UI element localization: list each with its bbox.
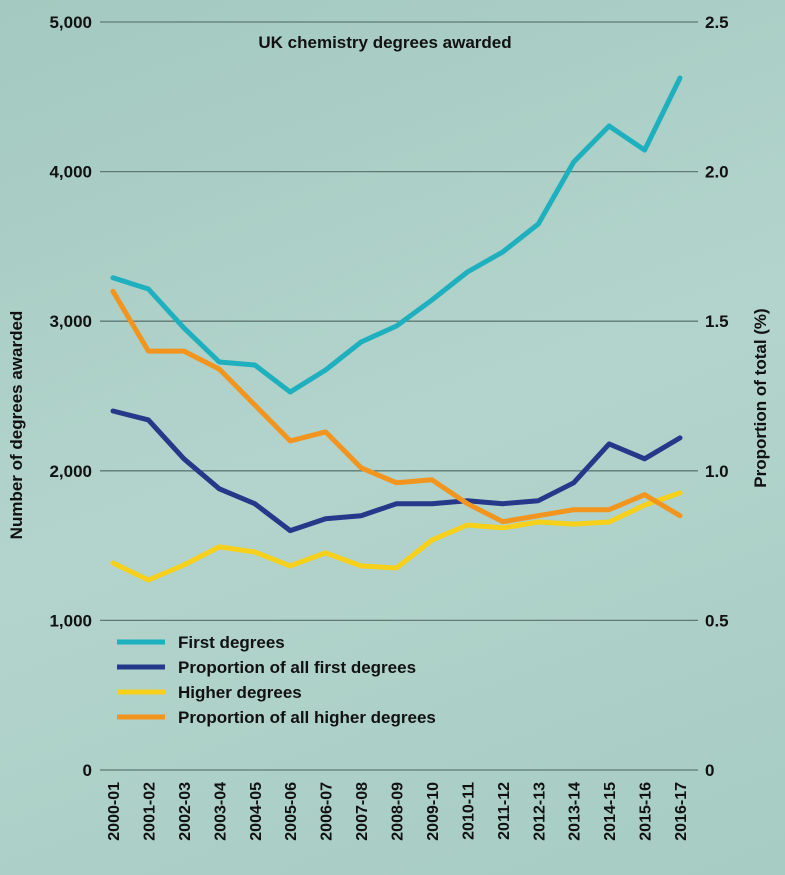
x-tick-label: 2012-13 [531,782,548,841]
x-tick-label: 2005-06 [283,782,300,841]
y2-axis-label: Proportion of total (%) [751,308,770,487]
legend-label: Proportion of all higher degrees [178,708,436,727]
y2-tick-label: 2.5 [705,13,729,32]
y-axis-label: Number of degrees awarded [7,311,26,540]
chart-title: UK chemistry degrees awarded [258,33,511,52]
x-tick-label: 2001-02 [141,782,158,841]
y2-tick-label: 1.5 [705,312,729,331]
x-tick-label: 2004-05 [248,782,265,841]
x-tick-label: 2008-09 [390,782,407,841]
x-tick-label: 2011-12 [496,782,513,840]
x-tick-label: 2007-08 [354,782,371,841]
y-tick-label: 5,000 [49,13,92,32]
y-tick-label: 4,000 [49,163,92,182]
legend-label: Proportion of all first degrees [178,658,416,677]
y-tick-label: 0 [83,761,92,780]
series-line-2 [110,490,683,583]
x-tick-label: 2006-07 [319,782,336,841]
y-tick-label: 1,000 [49,611,92,630]
x-tick-label: 2003-04 [212,782,229,841]
y-tick-label: 2,000 [49,462,92,481]
x-tick-label: 2013-14 [567,782,584,841]
x-tick-label: 2016-17 [673,782,690,841]
x-tick-label: 2014-15 [602,782,619,841]
series-line-3 [110,288,683,525]
x-tick-label: 2000-01 [106,782,123,841]
y-tick-label: 3,000 [49,312,92,331]
legend-label: Higher degrees [178,683,302,702]
y2-tick-label: 0.5 [705,611,729,630]
legend-label: First degrees [178,633,285,652]
y2-tick-label: 2.0 [705,163,729,182]
y2-tick-label: 1.0 [705,462,729,481]
x-tick-label: 2002-03 [177,782,194,841]
series-line-0 [110,75,683,395]
x-tick-label: 2010-11 [460,782,477,840]
x-tick-label: 2015-16 [638,782,655,841]
y2-tick-label: 0 [705,761,714,780]
series-line-1 [110,408,683,534]
x-tick-label: 2009-10 [425,782,442,841]
